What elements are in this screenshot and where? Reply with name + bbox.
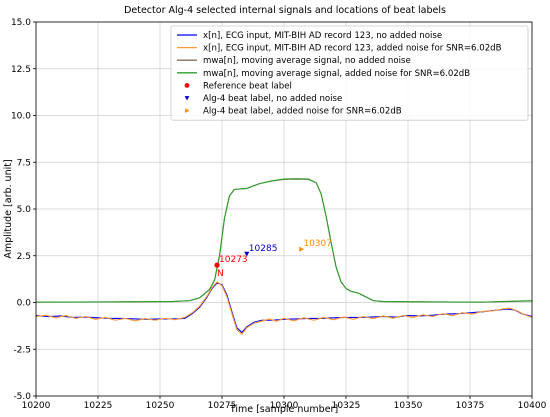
x-tick-label: 10350 [394, 401, 423, 411]
x-tick-label: 10400 [518, 401, 547, 411]
y-tick-label: 0.0 [17, 299, 32, 309]
legend-entry-2: mwa[n], moving average signal, no added … [203, 56, 411, 66]
y-axis-label: Amplitude [arb. unit] [3, 159, 14, 258]
legend-entry-0: x[n], ECG input, MIT-BIH AD record 123, … [203, 31, 442, 41]
y-tick-label: 5.0 [17, 205, 32, 215]
legend-entry-3: mwa[n], moving average signal, added noi… [203, 69, 470, 79]
legend-swatch-4 [184, 83, 190, 88]
y-tick-label: 15.0 [11, 18, 31, 28]
beat-label-text: N [217, 269, 224, 279]
y-tick-label: -5.0 [13, 392, 31, 402]
legend-entry-4: Reference beat label [203, 81, 292, 91]
y-tick-label: 7.5 [17, 158, 31, 168]
x-tick-label: 10275 [208, 401, 237, 411]
legend-entry-5: Alg-4 beat label, no added noise [203, 94, 342, 104]
beat-label-text: 10285 [249, 244, 278, 254]
legend-swatch-6 [185, 108, 190, 113]
y-axis-ticks: -5.0 -2.5 0.0 2.5 5.0 7.5 10.0 12.5 15.0 [11, 18, 36, 402]
x-tick-label: 10225 [84, 401, 113, 411]
legend-box [170, 25, 529, 121]
y-tick-label: 10.0 [11, 112, 31, 122]
x-tick-label: 10375 [456, 401, 485, 411]
beat-marker-4 [214, 262, 220, 268]
y-tick-label: 12.5 [11, 65, 31, 75]
beat-marker-5 [244, 251, 250, 257]
chart-title: Detector Alg-4 selected internal signals… [124, 5, 446, 16]
beat-label-text: 10273 [219, 255, 248, 265]
legend-entry-1: x[n], ECG input, MIT-BIH AD record 123, … [203, 44, 502, 54]
beat-label-text: 10307 [303, 239, 332, 249]
x-tick-label: 10250 [146, 401, 175, 411]
marker-layer: 10273 N 10285 10307 [214, 239, 332, 279]
legend-swatch-5 [184, 96, 190, 101]
x-tick-label: 10300 [270, 401, 299, 411]
x-tick-label: 10200 [22, 401, 51, 411]
x-axis-label: Time [sample number] [229, 404, 338, 415]
series-line-3 [35, 178, 533, 303]
series-layer [35, 178, 533, 335]
beat-marker-6 [299, 246, 304, 252]
legend: x[n], ECG input, MIT-BIH AD record 123, … [170, 25, 529, 121]
x-axis-ticks: 10200 10225 10250 10275 10300 10325 10350 10375… [22, 396, 547, 411]
y-tick-label: -2.5 [13, 345, 31, 355]
legend-entry-6: Alg-4 beat label, added noise for SNR=6.… [203, 107, 402, 117]
series-line-1 [35, 281, 533, 335]
x-tick-label: 10325 [332, 401, 361, 411]
y-tick-label: 2.5 [17, 252, 31, 262]
